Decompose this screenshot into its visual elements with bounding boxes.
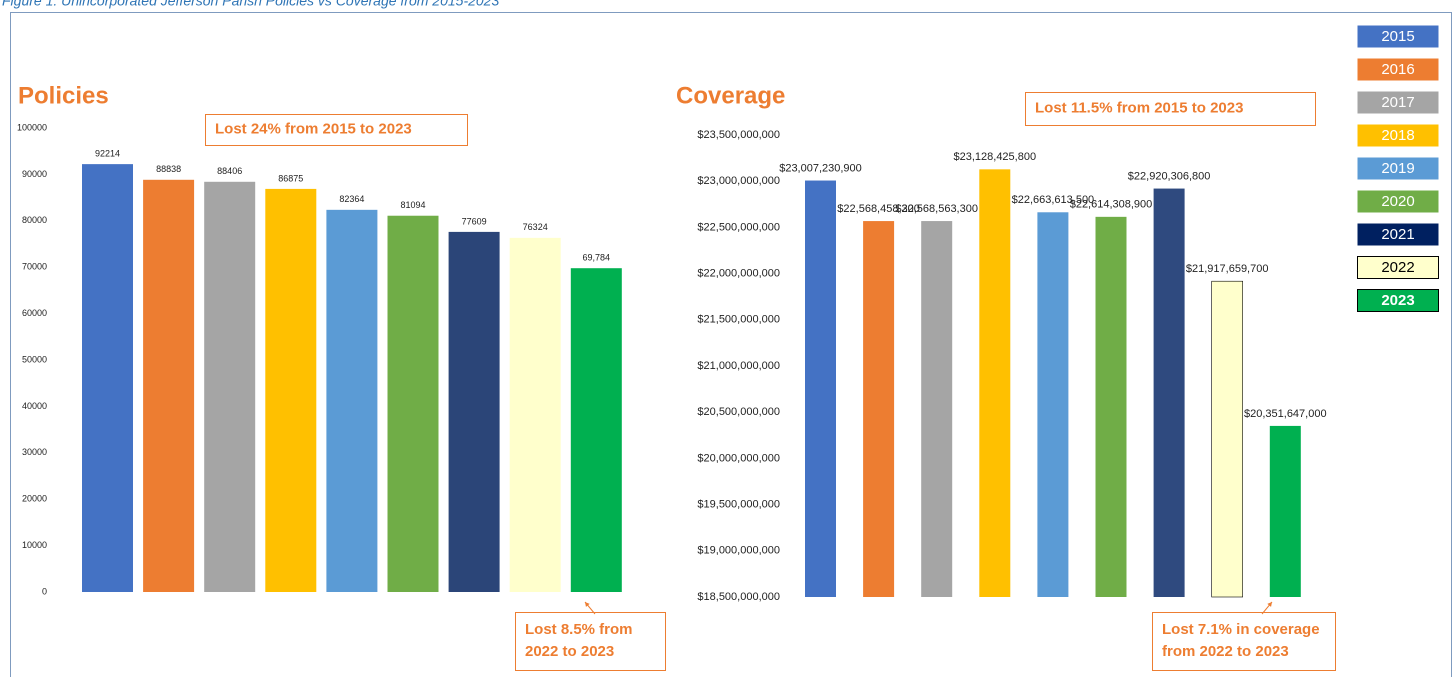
y-tick-label: 50000 xyxy=(22,354,47,364)
y-tick-label: $23,500,000,000 xyxy=(697,129,780,141)
legend-label: 2015 xyxy=(1381,28,1414,45)
chart-title: Coverage xyxy=(676,82,785,109)
legend-label: 2022 xyxy=(1381,259,1414,276)
bar xyxy=(1037,212,1069,598)
y-tick-label: 0 xyxy=(42,586,47,596)
legend-swatch xyxy=(1357,256,1439,279)
y-tick-label: 70000 xyxy=(22,262,47,272)
y-tick-label: $18,500,000,000 xyxy=(697,591,780,603)
annotation-text: from 2022 to 2023 xyxy=(1162,643,1289,660)
bar xyxy=(387,215,439,592)
legend-swatch xyxy=(1357,190,1439,213)
legend-label: 2020 xyxy=(1381,193,1414,210)
y-tick-label: $23,000,000,000 xyxy=(697,175,780,187)
bar xyxy=(805,180,836,597)
value-label: 86875 xyxy=(278,173,303,183)
value-label: 88406 xyxy=(217,166,242,176)
legend-swatch xyxy=(1357,25,1439,48)
y-tick-label: 100000 xyxy=(17,122,47,132)
bar xyxy=(1269,425,1301,597)
value-label: $23,128,425,800 xyxy=(954,151,1037,163)
annotation-box xyxy=(515,612,666,671)
legend-label: 2018 xyxy=(1381,127,1414,144)
y-tick-label: $21,500,000,000 xyxy=(697,314,780,326)
legend-swatch xyxy=(1357,289,1439,312)
bar xyxy=(509,237,561,593)
bar xyxy=(326,209,378,592)
y-tick-label: $20,500,000,000 xyxy=(697,406,780,418)
legend-label: 2017 xyxy=(1381,94,1414,111)
arrow-head xyxy=(585,602,590,607)
bar xyxy=(863,221,895,597)
annotation-box xyxy=(205,114,468,146)
annotation-text: Lost 11.5% from 2015 to 2023 xyxy=(1035,99,1243,116)
y-tick-label: $19,000,000,000 xyxy=(697,545,780,557)
y-tick-label: 60000 xyxy=(22,308,47,318)
legend-label: 2016 xyxy=(1381,61,1414,78)
value-label: $22,663,613,500 xyxy=(1012,194,1095,206)
y-tick-label: 90000 xyxy=(22,169,47,179)
y-tick-label: 80000 xyxy=(22,215,47,225)
legend-label: 2019 xyxy=(1381,160,1414,177)
frame xyxy=(10,12,1452,677)
bar xyxy=(1211,280,1243,598)
value-label: 92214 xyxy=(95,149,120,159)
value-label: $22,568,458,300 xyxy=(837,203,920,215)
annotation-text: Lost 7.1% in coverage xyxy=(1162,621,1320,638)
value-label: $22,568,563,300 xyxy=(895,203,978,215)
y-tick-label: 40000 xyxy=(22,401,47,411)
value-label: 76324 xyxy=(523,222,548,232)
bar xyxy=(570,268,622,592)
value-label: 88838 xyxy=(156,164,181,174)
legend-swatch xyxy=(1357,124,1439,147)
y-tick-label: $21,000,000,000 xyxy=(697,360,780,372)
value-label: 69,784 xyxy=(583,253,611,263)
y-tick-label: 30000 xyxy=(22,447,47,457)
value-label: $22,920,306,800 xyxy=(1128,170,1211,182)
y-tick-label: 10000 xyxy=(22,540,47,550)
y-tick-label: $19,500,000,000 xyxy=(697,499,780,511)
value-label: $22,614,308,900 xyxy=(1070,199,1153,211)
bar xyxy=(1095,216,1127,597)
value-label: 82364 xyxy=(339,194,364,204)
y-tick-label: 20000 xyxy=(22,494,47,504)
annotation-text: 2022 to 2023 xyxy=(525,643,614,660)
value-label: 77609 xyxy=(462,216,487,226)
y-tick-label: $20,000,000,000 xyxy=(697,452,780,464)
bar xyxy=(143,179,195,592)
legend-label: 2023 xyxy=(1381,292,1414,309)
legend-swatch xyxy=(1357,157,1439,180)
annotation-text: Lost 24% from 2015 to 2023 xyxy=(215,120,412,137)
bar xyxy=(1153,188,1185,597)
chart-title: Policies xyxy=(18,82,109,109)
legend-swatch xyxy=(1357,58,1439,81)
value-label: $20,351,647,000 xyxy=(1244,408,1327,420)
y-tick-label: $22,500,000,000 xyxy=(697,221,780,233)
value-label: $21,917,659,700 xyxy=(1186,263,1269,275)
caption: Figure 1: Unincorporated Jefferson Paris… xyxy=(2,0,499,9)
annotation-text: Lost 8.5% from xyxy=(525,621,633,638)
legend-swatch xyxy=(1357,91,1439,114)
bar xyxy=(979,169,1011,598)
legend-label: 2021 xyxy=(1381,226,1414,243)
bar xyxy=(921,221,953,597)
value-label: $23,007,230,900 xyxy=(779,162,862,174)
annotation-box xyxy=(1152,612,1336,671)
bar xyxy=(204,181,256,593)
legend-swatch xyxy=(1357,223,1439,246)
value-label: 81094 xyxy=(400,200,425,210)
y-tick-label: $22,000,000,000 xyxy=(697,268,780,280)
arrow-head xyxy=(1267,602,1272,607)
bar xyxy=(82,164,133,592)
annotation-box xyxy=(1025,92,1316,126)
bar xyxy=(265,188,317,592)
bar xyxy=(448,231,500,593)
